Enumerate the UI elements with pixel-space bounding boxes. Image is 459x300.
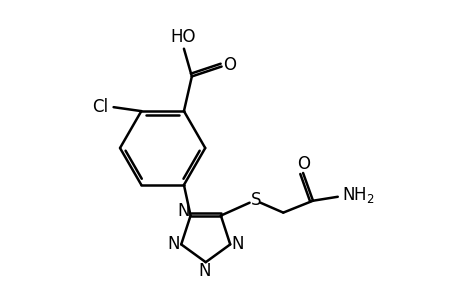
Text: HO: HO — [170, 28, 195, 46]
Text: N: N — [177, 202, 190, 220]
Text: N: N — [167, 236, 179, 253]
Text: N: N — [230, 236, 243, 253]
Text: N: N — [198, 262, 211, 280]
Text: O: O — [297, 155, 310, 173]
Text: Cl: Cl — [91, 98, 107, 116]
Text: NH$_2$: NH$_2$ — [341, 185, 374, 205]
Text: S: S — [251, 191, 261, 209]
Text: O: O — [223, 56, 235, 74]
